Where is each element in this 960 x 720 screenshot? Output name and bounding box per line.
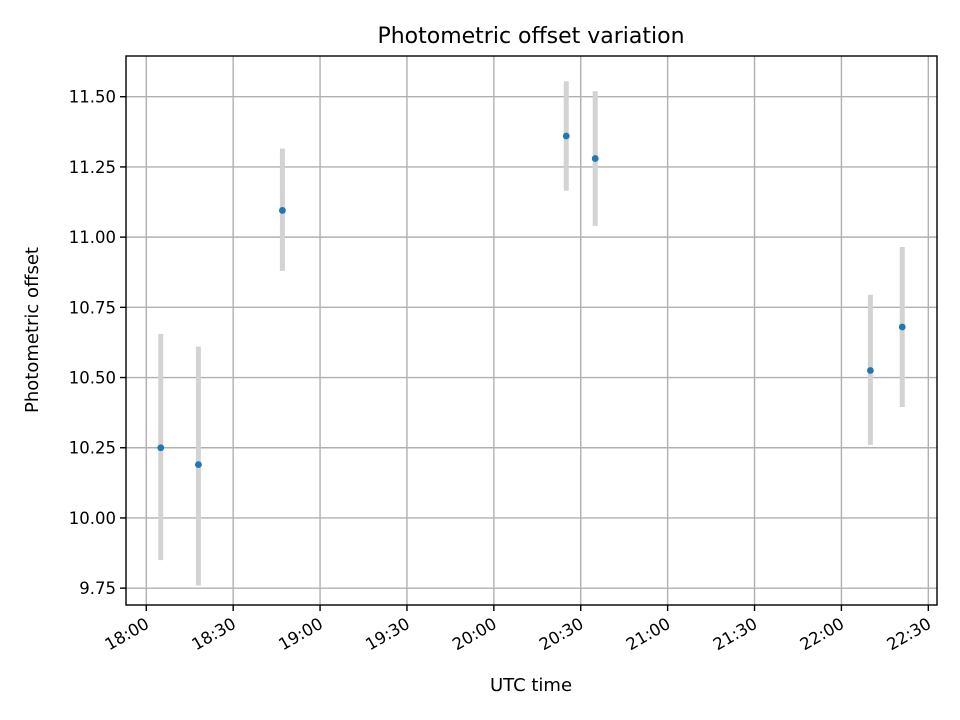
y-tick-label: 10.75 xyxy=(69,298,116,317)
y-tick-label: 11.25 xyxy=(69,158,116,177)
errorbars xyxy=(158,81,905,586)
y-tick-label: 11.50 xyxy=(69,88,116,107)
x-tick-label: 19:30 xyxy=(362,614,413,654)
x-tick-label: 20:30 xyxy=(536,614,587,654)
data-point xyxy=(898,323,906,331)
x-tick-label: 22:00 xyxy=(797,614,848,654)
y-tick-label: 9.75 xyxy=(79,579,116,598)
x-axis-ticks: 18:00 18:30 19:00 19:30 20:00 20:30 21:00 21:30… xyxy=(102,605,935,654)
x-tick-label: 18:30 xyxy=(188,614,239,654)
x-tick-label: 21:00 xyxy=(623,614,674,654)
data-point xyxy=(195,461,202,468)
data-point xyxy=(279,207,286,214)
y-tick-label: 10.50 xyxy=(69,369,116,388)
data-point xyxy=(866,367,874,374)
x-axis-label: UTC time xyxy=(490,675,572,696)
y-tick-label: 10.25 xyxy=(69,439,116,458)
x-tick-label: 18:00 xyxy=(102,614,153,654)
x-tick-label: 22:30 xyxy=(884,614,935,654)
x-tick-label: 19:00 xyxy=(275,614,326,654)
grid xyxy=(126,56,937,605)
y-tick-label: 11.00 xyxy=(69,228,116,247)
data-points xyxy=(157,132,906,468)
x-tick-label: 21:30 xyxy=(710,614,761,654)
y-tick-label: 10.00 xyxy=(69,509,116,528)
y-axis-ticks: 9.75 10.00 10.25 10.50 10.75 11.00 11.25 11.50 xyxy=(69,88,126,598)
data-point xyxy=(157,444,165,452)
chart-title: Photometric offset variation xyxy=(377,24,684,49)
data-point xyxy=(591,155,599,162)
plot-frame xyxy=(125,55,938,606)
data-point xyxy=(562,132,570,140)
y-axis-label: Photometric offset xyxy=(22,247,43,413)
x-tick-label: 20:00 xyxy=(449,614,500,654)
